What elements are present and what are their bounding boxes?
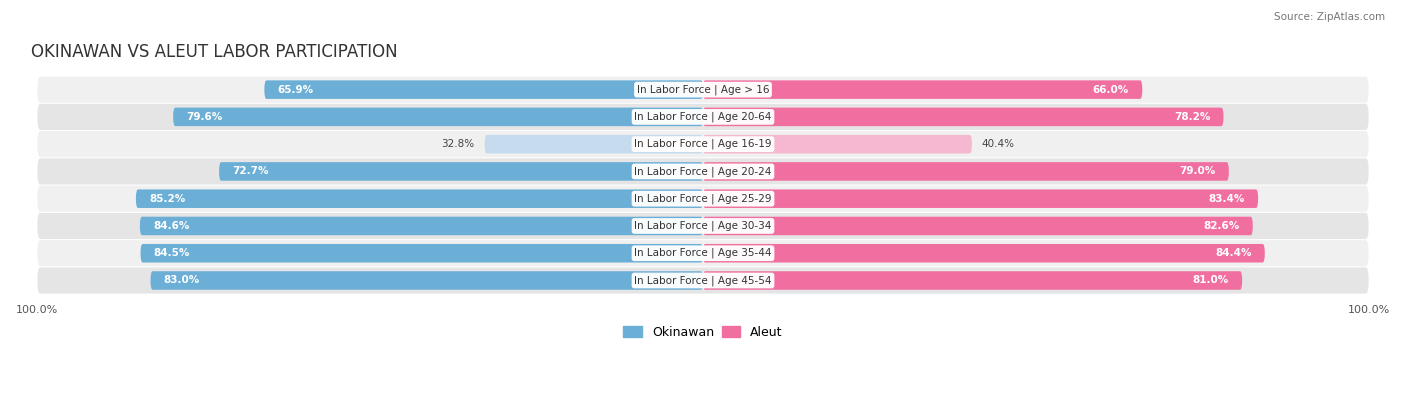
FancyBboxPatch shape <box>38 267 1368 293</box>
Text: In Labor Force | Age 35-44: In Labor Force | Age 35-44 <box>634 248 772 258</box>
Text: 65.9%: 65.9% <box>277 85 314 95</box>
FancyBboxPatch shape <box>703 80 1142 99</box>
FancyBboxPatch shape <box>173 107 703 126</box>
Legend: Okinawan, Aleut: Okinawan, Aleut <box>619 321 787 344</box>
FancyBboxPatch shape <box>38 213 1368 239</box>
FancyBboxPatch shape <box>38 240 1368 266</box>
FancyBboxPatch shape <box>703 244 1265 263</box>
FancyBboxPatch shape <box>264 80 703 99</box>
FancyBboxPatch shape <box>703 135 972 153</box>
Text: 82.6%: 82.6% <box>1204 221 1240 231</box>
Text: In Labor Force | Age 25-29: In Labor Force | Age 25-29 <box>634 194 772 204</box>
FancyBboxPatch shape <box>703 107 1223 126</box>
Text: 83.4%: 83.4% <box>1208 194 1244 204</box>
Text: In Labor Force | Age 16-19: In Labor Force | Age 16-19 <box>634 139 772 149</box>
Text: In Labor Force | Age 45-54: In Labor Force | Age 45-54 <box>634 275 772 286</box>
Text: In Labor Force | Age 30-34: In Labor Force | Age 30-34 <box>634 221 772 231</box>
Text: OKINAWAN VS ALEUT LABOR PARTICIPATION: OKINAWAN VS ALEUT LABOR PARTICIPATION <box>31 43 398 61</box>
Text: 84.6%: 84.6% <box>153 221 190 231</box>
Text: 84.5%: 84.5% <box>153 248 190 258</box>
Text: In Labor Force | Age 20-24: In Labor Force | Age 20-24 <box>634 166 772 177</box>
Text: 66.0%: 66.0% <box>1092 85 1129 95</box>
FancyBboxPatch shape <box>703 271 1241 290</box>
Text: 81.0%: 81.0% <box>1192 275 1229 286</box>
FancyBboxPatch shape <box>136 190 703 208</box>
Text: 32.8%: 32.8% <box>441 139 475 149</box>
Text: 84.4%: 84.4% <box>1215 248 1251 258</box>
Text: 79.0%: 79.0% <box>1180 166 1216 177</box>
FancyBboxPatch shape <box>150 271 703 290</box>
FancyBboxPatch shape <box>38 131 1368 157</box>
FancyBboxPatch shape <box>703 162 1229 181</box>
Text: In Labor Force | Age > 16: In Labor Force | Age > 16 <box>637 85 769 95</box>
Text: 40.4%: 40.4% <box>981 139 1015 149</box>
Text: 78.2%: 78.2% <box>1174 112 1211 122</box>
Text: 72.7%: 72.7% <box>232 166 269 177</box>
FancyBboxPatch shape <box>219 162 703 181</box>
FancyBboxPatch shape <box>38 158 1368 184</box>
FancyBboxPatch shape <box>139 217 703 235</box>
FancyBboxPatch shape <box>703 217 1253 235</box>
Text: In Labor Force | Age 20-64: In Labor Force | Age 20-64 <box>634 112 772 122</box>
Text: 79.6%: 79.6% <box>187 112 222 122</box>
Text: 83.0%: 83.0% <box>165 275 200 286</box>
Text: 85.2%: 85.2% <box>149 194 186 204</box>
Text: Source: ZipAtlas.com: Source: ZipAtlas.com <box>1274 12 1385 22</box>
FancyBboxPatch shape <box>485 135 703 153</box>
FancyBboxPatch shape <box>38 186 1368 212</box>
FancyBboxPatch shape <box>38 77 1368 103</box>
FancyBboxPatch shape <box>141 244 703 263</box>
FancyBboxPatch shape <box>38 104 1368 130</box>
FancyBboxPatch shape <box>703 190 1258 208</box>
